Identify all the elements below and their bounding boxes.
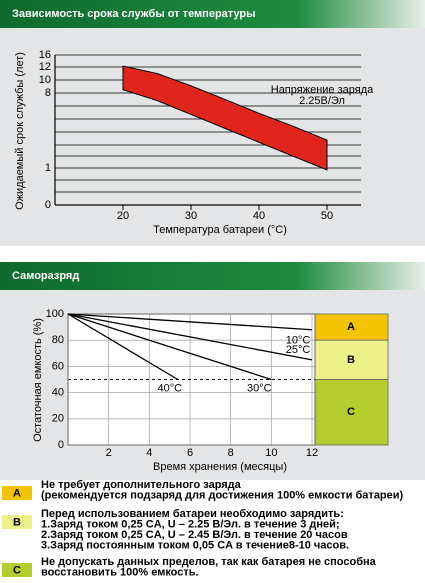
series-label: 40°C — [158, 382, 183, 394]
y-tick-label: 12 — [39, 61, 51, 73]
y-tick-label: 0 — [45, 199, 51, 211]
note-text: 3.Заряд постоянным током 0,05 CA в течен… — [41, 539, 349, 551]
series-label: 25°C — [286, 344, 311, 356]
series-label: 30°C — [247, 382, 272, 394]
note-text: 2.Заряд током 0,25 CA, U – 2.45 В/Эл. в … — [41, 529, 348, 541]
y-tick-label: 8 — [45, 87, 51, 99]
zone-label: A — [347, 321, 355, 333]
zone-label: B — [347, 354, 355, 366]
x-tick-label: 30 — [185, 210, 197, 222]
header-banner — [0, 262, 425, 290]
x-tick-label: 6 — [187, 447, 193, 459]
note-text: 1.Заряд током 0,25 CA, U – 2.25 В/Эл. в … — [41, 518, 340, 530]
note-swatch — [2, 486, 32, 500]
note-swatch — [2, 515, 32, 529]
x-tick-label: 20 — [117, 210, 129, 222]
note-text: Не требует дополнительного заряда — [41, 479, 242, 491]
y-axis-title: Ожидаемый срок службы (лет) — [14, 52, 26, 210]
note-text: Не допускать данных пределов, так как ба… — [41, 556, 377, 568]
plot-frame — [67, 313, 316, 446]
x-tick-label: 12 — [306, 447, 318, 459]
zone-label: C — [347, 406, 355, 418]
y-tick-label: 40 — [52, 387, 64, 399]
x-tick-label: 50 — [321, 210, 333, 222]
note-label: A — [13, 487, 21, 499]
zone — [314, 379, 389, 446]
note-text: Перед использованием батареи необходимо … — [41, 508, 344, 520]
note-text: (рекомендуется подзаряд для достижения 1… — [41, 489, 404, 501]
y-axis-title: Остаточная емкость (%) — [32, 318, 44, 442]
annotation: 2.25В/Эл — [299, 95, 345, 107]
y-tick-label: 0 — [58, 439, 64, 451]
y-tick-label: 60 — [52, 360, 64, 372]
note-label: B — [13, 516, 21, 528]
series-line — [67, 313, 313, 331]
y-tick-label: 20 — [52, 413, 64, 425]
x-tick-label: 40 — [253, 210, 265, 222]
annotation: Напряжение заряда — [271, 84, 374, 96]
x-tick-label: 2 — [106, 447, 112, 459]
header-banner — [0, 0, 425, 28]
note-label: C — [13, 564, 21, 576]
band-area — [122, 65, 328, 171]
x-tick-label: 8 — [228, 447, 234, 459]
section-title: Саморазряд — [12, 270, 79, 282]
y-tick-label: 1 — [45, 162, 51, 174]
y-tick-label: 10 — [39, 74, 51, 86]
series-label: 10°C — [286, 335, 311, 347]
y-tick-label: 100 — [46, 308, 64, 320]
zone — [314, 339, 389, 380]
series-line — [67, 313, 313, 361]
note-swatch — [2, 563, 32, 577]
y-tick-label: 16 — [39, 49, 51, 61]
note-text: восстановить 100% емкость. — [41, 566, 199, 578]
x-axis-title: Время хранения (месяцы) — [153, 461, 287, 473]
x-axis-title: Температура батареи (°C) — [153, 224, 287, 236]
y-tick-label: 80 — [52, 334, 64, 346]
x-tick-label: 4 — [146, 447, 152, 459]
series-line — [67, 313, 179, 381]
section-title: Зависимость срока службы от температуры — [12, 8, 256, 20]
x-tick-label: 10 — [265, 447, 277, 459]
series-line — [67, 313, 272, 381]
panel — [0, 28, 425, 246]
